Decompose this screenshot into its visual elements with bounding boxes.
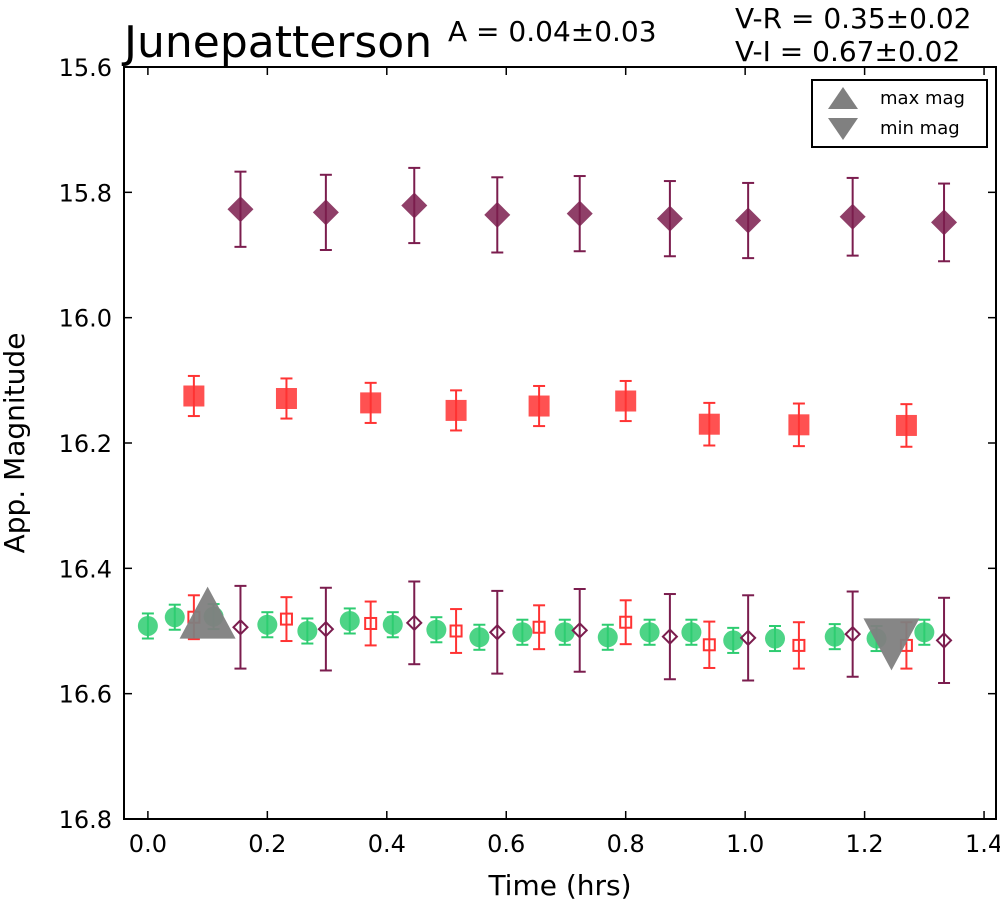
data-point-circle — [257, 614, 278, 635]
data-point-diamond — [405, 614, 423, 632]
data-point-square — [445, 399, 467, 421]
data-point-circle — [512, 622, 533, 643]
data-point-square — [698, 413, 720, 435]
data-point-diamond — [656, 205, 683, 232]
data-point-diamond — [844, 625, 862, 643]
data-point-diamond — [739, 629, 757, 647]
min-mag-marker — [863, 618, 920, 671]
plot-area — [137, 166, 958, 685]
x-tick-label: 0.4 — [368, 830, 406, 858]
y-tick-label: 15.6 — [59, 54, 112, 82]
max-mag-marker — [179, 586, 236, 639]
color-index-vi: V-I = 0.67±0.02 — [735, 35, 960, 68]
x-tick-label: 1.2 — [846, 830, 884, 858]
data-point-diamond — [227, 196, 254, 223]
data-point-square — [275, 388, 297, 410]
y-tick-label: 16.2 — [59, 430, 112, 458]
x-axis-label: Time (hrs) — [487, 869, 631, 901]
y-tick-label: 16.4 — [59, 555, 112, 583]
data-point-circle — [639, 622, 660, 643]
data-point-diamond — [931, 209, 958, 236]
legend-min-mag-icon — [828, 118, 858, 140]
legend-max-mag-icon — [828, 87, 858, 109]
data-point-square — [364, 616, 378, 630]
data-point-square — [449, 624, 463, 638]
data-point-diamond — [839, 203, 866, 230]
x-tick-label: 0.0 — [129, 830, 167, 858]
x-tick-label: 1.0 — [726, 830, 764, 858]
data-point-square — [615, 390, 637, 412]
legend-max-mag-label: max mag — [880, 88, 965, 109]
data-point-diamond — [935, 631, 953, 649]
series-4 — [232, 580, 953, 685]
y-tick-label: 16.6 — [59, 681, 112, 709]
y-axis-label: App. Magnitude — [0, 333, 31, 554]
data-point-square — [792, 638, 806, 652]
data-point-circle — [554, 622, 575, 643]
data-point-diamond — [571, 621, 589, 639]
data-point-circle — [164, 607, 185, 628]
data-point-square — [279, 612, 293, 626]
data-point-circle — [382, 614, 403, 635]
x-tick-label: 0.6 — [487, 830, 525, 858]
data-point-circle — [297, 621, 318, 641]
data-point-square — [788, 414, 810, 436]
data-point-diamond — [317, 620, 335, 638]
data-point-diamond — [488, 623, 506, 641]
data-point-square — [532, 620, 546, 634]
data-point-square — [895, 414, 917, 436]
y-tick-label: 15.8 — [59, 179, 112, 207]
data-point-circle — [723, 630, 744, 651]
y-tick-label: 16.8 — [59, 806, 112, 834]
data-point-diamond — [566, 200, 593, 227]
color-index-vr: V-R = 0.35±0.02 — [735, 2, 971, 35]
data-point-diamond — [661, 628, 679, 646]
amplitude-text: A = 0.04±0.03 — [448, 15, 657, 48]
data-point-circle — [426, 619, 447, 640]
plot-frame — [123, 66, 997, 820]
data-point-square — [528, 395, 550, 417]
data-point-diamond — [232, 618, 249, 636]
data-point-square — [360, 392, 382, 414]
data-point-diamond — [312, 199, 339, 226]
data-point-circle — [469, 627, 490, 648]
data-point-diamond — [401, 192, 428, 219]
data-point-circle — [824, 626, 845, 647]
data-point-circle — [339, 610, 360, 631]
axes: 0.0 0.2 0.4 0.6 0.8 1.0 1.2 1.4 15.6 15.8 16.0 16.2… — [59, 54, 1000, 858]
data-point-circle — [597, 627, 618, 648]
chart-title: Junepatterson — [121, 17, 432, 68]
data-point-square — [183, 385, 205, 407]
data-point-circle — [914, 622, 935, 643]
data-point-diamond — [484, 201, 511, 228]
series-2 — [137, 603, 935, 654]
data-point-square — [619, 615, 633, 629]
data-point-square — [702, 638, 716, 652]
data-point-circle — [765, 628, 786, 649]
x-tick-label: 0.2 — [248, 830, 286, 858]
legend: max mag min mag — [811, 79, 988, 148]
data-point-diamond — [735, 207, 762, 234]
series-0 — [227, 166, 958, 263]
data-point-circle — [681, 622, 702, 643]
legend-min-mag-label: min mag — [880, 118, 960, 139]
x-tick-label: 0.8 — [607, 830, 645, 858]
x-tick-label: 1.4 — [965, 830, 1000, 858]
data-point-circle — [137, 615, 158, 636]
series-3 — [187, 594, 913, 670]
series-1 — [183, 374, 917, 448]
y-tick-label: 16.0 — [59, 305, 112, 333]
